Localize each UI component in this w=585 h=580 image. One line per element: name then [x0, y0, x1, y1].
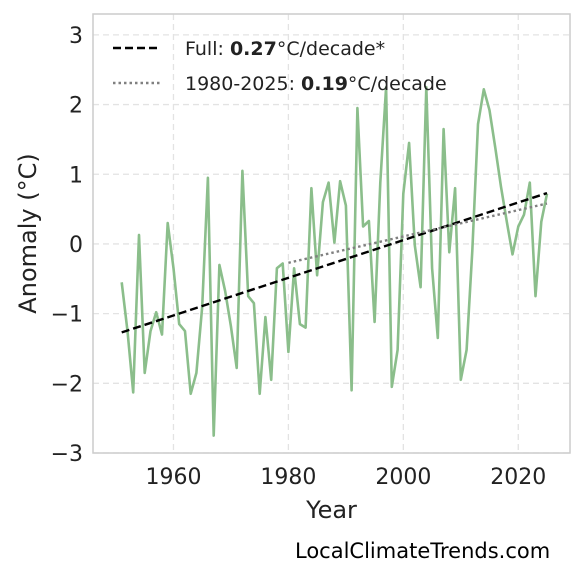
y-tick-label: −3 [51, 442, 83, 467]
y-tick-label: −1 [51, 303, 83, 328]
x-tick-label: 2020 [490, 465, 546, 490]
y-tick-label: 1 [69, 163, 83, 188]
legend-name-recent: 1980-2025 [185, 73, 289, 95]
legend: Full: 0.27°C/decade* 1980-2025: 0.19°C/d… [113, 38, 447, 95]
legend-rate-full: 0.27 [230, 38, 277, 60]
y-axis-label: Anomaly (°C) [14, 153, 42, 313]
x-ticks: 1960 1980 2000 2020 [145, 465, 546, 490]
trend-line-recent [288, 202, 548, 264]
x-axis-label: Year [305, 496, 357, 524]
legend-unit-recent: °C/decade [348, 73, 447, 95]
legend-rate-recent: 0.19 [301, 73, 348, 95]
grid [93, 14, 570, 454]
y-ticks: −3 −2 −1 0 1 2 3 [51, 24, 83, 467]
x-tick-label: 1980 [260, 465, 316, 490]
y-tick-label: 0 [69, 233, 83, 258]
series-layer [120, 85, 549, 437]
plot-frame [92, 13, 571, 454]
legend-unit-full: °C/decade* [277, 38, 385, 60]
legend-entry-recent: 1980-2025: 0.19°C/decade [185, 73, 447, 95]
y-tick-label: −2 [51, 372, 83, 397]
legend-name-full: Full [185, 38, 218, 60]
series-line-anomaly [120, 85, 549, 437]
y-tick-label: 3 [69, 24, 83, 49]
y-tick-label: 2 [69, 94, 83, 119]
x-tick-label: 2000 [375, 465, 431, 490]
site-credit: LocalClimateTrends.com [295, 539, 551, 563]
legend-entry-full: Full: 0.27°C/decade* [185, 38, 385, 60]
x-tick-label: 1960 [145, 465, 201, 490]
trend-line-full [121, 191, 548, 334]
